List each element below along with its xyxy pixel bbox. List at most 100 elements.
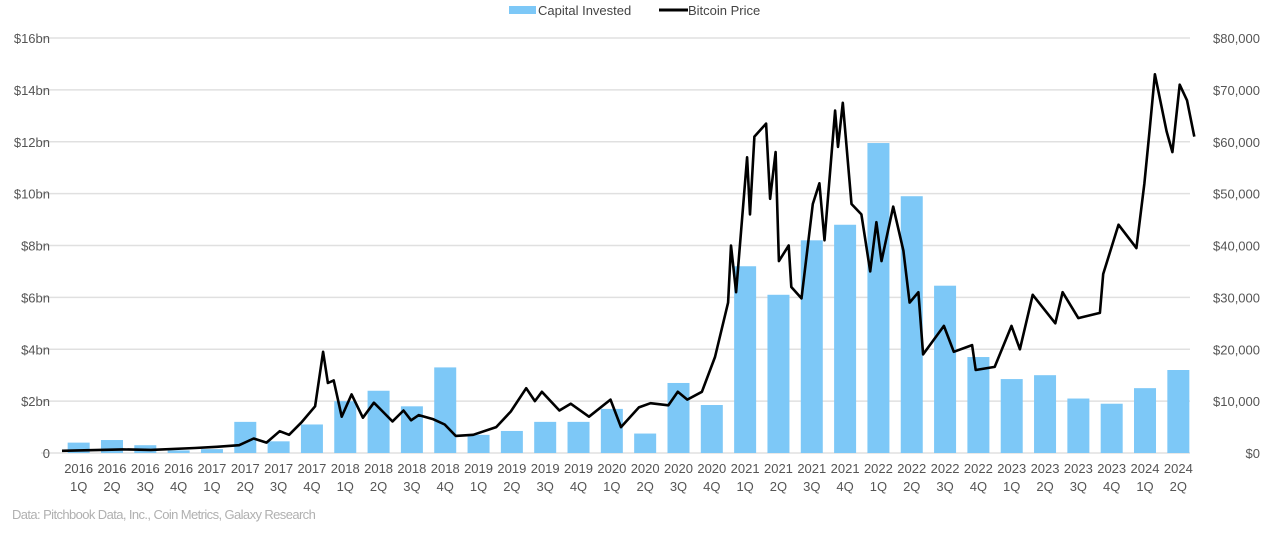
x-tick-quarter: 3Q [1070,479,1087,494]
x-tick-year: 2021 [797,461,826,476]
x-axis: 2016 1Q 2016 2Q 2016 3Q 2016 4Q 2017 1Q 2017 2Q 2017… [64,461,1193,494]
x-tick-year: 2022 [964,461,993,476]
bar-capital-invested [934,285,957,453]
x-tick-quarter: 1Q [470,479,487,494]
left-tick-label: $2bn [21,394,50,409]
bar-capital-invested [467,434,490,453]
right-tick-label: $40,000 [1213,239,1260,254]
x-tick-quarter: 2Q [1036,479,1053,494]
x-tick-quarter: 4Q [437,479,454,494]
x-tick-year: 2020 [697,461,726,476]
left-tick-label: $12bn [14,135,50,150]
x-tick-year: 2019 [464,461,493,476]
legend-swatch-capital-invested [509,6,536,14]
x-tick-year: 2023 [1097,461,1126,476]
bar-capital-invested [834,224,857,453]
x-tick-year: 2019 [564,461,593,476]
x-tick-quarter: 3Q [803,479,820,494]
bar-capital-invested [434,367,457,453]
x-tick-year: 2021 [764,461,793,476]
right-tick-label: $60,000 [1213,135,1260,150]
x-tick-quarter: 1Q [1136,479,1153,494]
bar-capital-invested [800,240,823,453]
x-tick-year: 2020 [664,461,693,476]
bar-capital-invested [1000,379,1023,453]
x-tick-year: 2018 [364,461,393,476]
right-axis: $0 $10,000 $20,000 $30,000 $40,000 $50,000 $60… [1213,31,1260,461]
bar-capital-invested [200,449,223,453]
x-tick-year: 2019 [531,461,560,476]
bar-capital-invested [267,441,290,453]
x-tick-year: 2024 [1131,461,1160,476]
bar-capital-invested [300,424,323,453]
bar-capital-invested [1134,388,1157,453]
bar-capital-invested [167,450,190,453]
right-tick-label: $70,000 [1213,83,1260,98]
x-tick-quarter: 4Q [970,479,987,494]
bar-capital-invested [967,357,990,453]
right-tick-label: $10,000 [1213,394,1260,409]
x-tick-quarter: 3Q [936,479,953,494]
left-tick-label: $16bn [14,31,50,46]
x-tick-quarter: 2Q [903,479,920,494]
x-tick-quarter: 2Q [370,479,387,494]
bar-capital-invested [67,442,90,453]
x-tick-year: 2023 [1031,461,1060,476]
x-tick-year: 2016 [164,461,193,476]
bitcoin-price-line [61,73,1196,453]
left-tick-label: 0 [43,446,50,461]
x-tick-quarter: 1Q [870,479,887,494]
x-tick-year: 2018 [431,461,460,476]
bar-capital-invested [1067,398,1090,453]
x-tick-quarter: 2Q [770,479,787,494]
x-tick-year: 2023 [1064,461,1093,476]
x-tick-quarter: 3Q [537,479,554,494]
x-tick-year: 2020 [597,461,626,476]
bar-capital-invested [1034,375,1057,453]
x-tick-quarter: 2Q [636,479,653,494]
x-tick-year: 2023 [997,461,1026,476]
bar-capital-invested [767,294,790,453]
x-tick-quarter: 4Q [303,479,320,494]
right-tick-label: $0 [1246,446,1260,461]
x-tick-quarter: 3Q [670,479,687,494]
bar-capital-invested [700,405,723,453]
bar-capital-invested [367,390,390,453]
x-tick-quarter: 1Q [70,479,87,494]
legend: Capital Invested Bitcoin Price [509,3,760,18]
right-tick-label: $80,000 [1213,31,1260,46]
x-tick-year: 2017 [231,461,260,476]
x-tick-quarter: 1Q [203,479,220,494]
x-tick-year: 2022 [897,461,926,476]
right-tick-label: $20,000 [1213,342,1260,357]
x-tick-quarter: 2Q [237,479,254,494]
bar-capital-invested [334,401,357,453]
left-tick-label: $8bn [21,239,50,254]
x-tick-quarter: 3Q [137,479,154,494]
x-tick-quarter: 2Q [103,479,120,494]
x-tick-year: 2017 [197,461,226,476]
x-tick-year: 2016 [98,461,127,476]
bar-capital-invested [1100,403,1123,453]
bar-capital-invested [567,421,590,453]
x-tick-year: 2018 [397,461,426,476]
x-tick-quarter: 1Q [736,479,753,494]
bar-capital-invested [634,433,657,453]
legend-label-bitcoin-price: Bitcoin Price [688,3,760,18]
x-tick-year: 2021 [831,461,860,476]
x-tick-year: 2019 [497,461,526,476]
x-tick-quarter: 4Q [570,479,587,494]
x-tick-quarter: 4Q [703,479,720,494]
x-tick-year: 2024 [1164,461,1193,476]
x-tick-year: 2020 [631,461,660,476]
bar-capital-invested [867,143,890,453]
x-tick-quarter: 4Q [1103,479,1120,494]
left-tick-label: $6bn [21,290,50,305]
x-tick-quarter: 2Q [503,479,520,494]
x-tick-year: 2016 [64,461,93,476]
right-tick-label: $50,000 [1213,187,1260,202]
x-tick-quarter: 3Q [403,479,420,494]
bar-capital-invested [734,266,757,453]
x-tick-year: 2017 [297,461,326,476]
